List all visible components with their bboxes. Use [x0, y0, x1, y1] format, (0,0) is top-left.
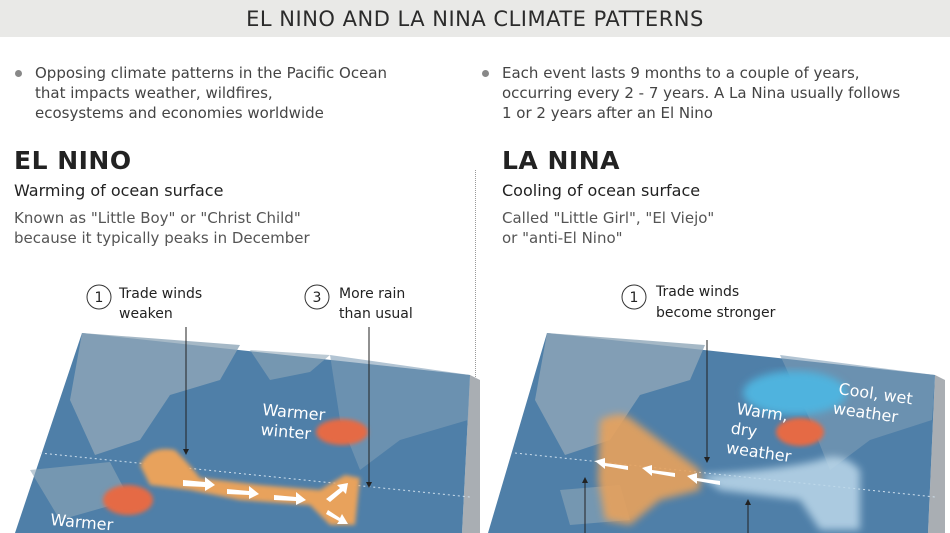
el-nino-subheading: Warming of ocean surface — [14, 181, 224, 200]
hot-spot-north-america — [316, 419, 368, 445]
bullet-line: 1 or 2 years after an El Nino — [502, 104, 713, 122]
hot-spot-australia — [103, 485, 153, 515]
la-nina-subheading: Cooling of ocean surface — [502, 181, 701, 200]
callout-1-text: Trade winds become stronger — [655, 284, 776, 321]
map-label-aus: Warmer — [50, 510, 115, 533]
description-line: Known as "Little Boy" or "Christ Child" — [14, 209, 301, 227]
el-nino-description: Known as "Little Boy" or "Christ Child" … — [14, 208, 310, 248]
arrow-left-icon — [642, 465, 675, 477]
callout-1-text: Trade winds weaken — [118, 286, 202, 322]
americas-landmass — [330, 355, 470, 470]
callout-number-circle — [304, 284, 330, 310]
callout-3-text: More rain than usual — [339, 286, 413, 322]
arrow-left-icon — [595, 458, 628, 470]
page-title: EL NINO AND LA NINA CLIMATE PATTERNS — [246, 6, 704, 31]
arctic-landmass — [250, 350, 330, 380]
bullet-dot-icon — [15, 70, 22, 77]
bullet-line: Each event lasts 9 months to a couple of… — [502, 64, 860, 82]
wind-arrows — [183, 477, 348, 524]
bullet-dot-icon — [482, 70, 489, 77]
bullet-line: that impacts weather, wildfires, — [35, 84, 273, 102]
intro-bullet-right: Each event lasts 9 months to a couple of… — [482, 63, 901, 123]
la-nina-heading: LA NINA — [502, 146, 620, 175]
arrow-right-icon — [227, 486, 259, 499]
bullet-line: Opposing climate patterns in the Pacific… — [35, 64, 388, 82]
equator-line — [39, 452, 471, 498]
map-label-cool: Cool, wetweather — [832, 379, 914, 428]
arrow-down-right-icon — [326, 510, 348, 524]
map-slab-side — [462, 375, 480, 533]
wind-arrows — [595, 458, 720, 485]
callout-number-circle — [621, 284, 647, 310]
callout-number: 3 — [313, 290, 322, 306]
bullet-line: occurring every 2 - 7 years. A La Nina u… — [502, 84, 901, 102]
arrow-up-right-icon — [326, 483, 348, 502]
header-bar: EL NINO AND LA NINA CLIMATE PATTERNS — [0, 0, 950, 37]
la-nina-map: Warm,dryweather Cool, wetweather 1 Trade… — [488, 284, 945, 533]
cool-water-band — [700, 456, 860, 530]
arrow-right-icon — [274, 492, 306, 505]
callout-number-circle — [86, 284, 112, 310]
description-line: or "anti-El Nino" — [502, 229, 623, 247]
description-line: Called "Little Girl", "El Viejo" — [502, 209, 715, 227]
bullet-line: ecosystems and economies worldwide — [35, 104, 324, 122]
arrow-left-icon — [687, 473, 720, 485]
map-label-na: Warmerwinter — [260, 400, 326, 444]
section-divider — [475, 170, 476, 533]
hot-spot — [776, 418, 824, 446]
intro-bullet-left: Opposing climate patterns in the Pacific… — [15, 63, 388, 123]
description-line: because it typically peaks in December — [14, 229, 310, 247]
map-slab-side — [928, 375, 945, 533]
arrow-right-icon — [183, 477, 215, 491]
cool-spot — [743, 371, 847, 415]
la-nina-description: Called "Little Girl", "El Viejo" or "ant… — [502, 208, 714, 248]
asia-landmass — [70, 333, 240, 455]
el-nino-map: Warmerwinter Warmer 1 Trade winds weaken … — [15, 284, 480, 533]
el-nino-heading: EL NINO — [14, 146, 132, 175]
asia-landmass — [535, 333, 705, 455]
callout-number: 1 — [630, 290, 639, 306]
callout-number: 1 — [95, 290, 104, 306]
